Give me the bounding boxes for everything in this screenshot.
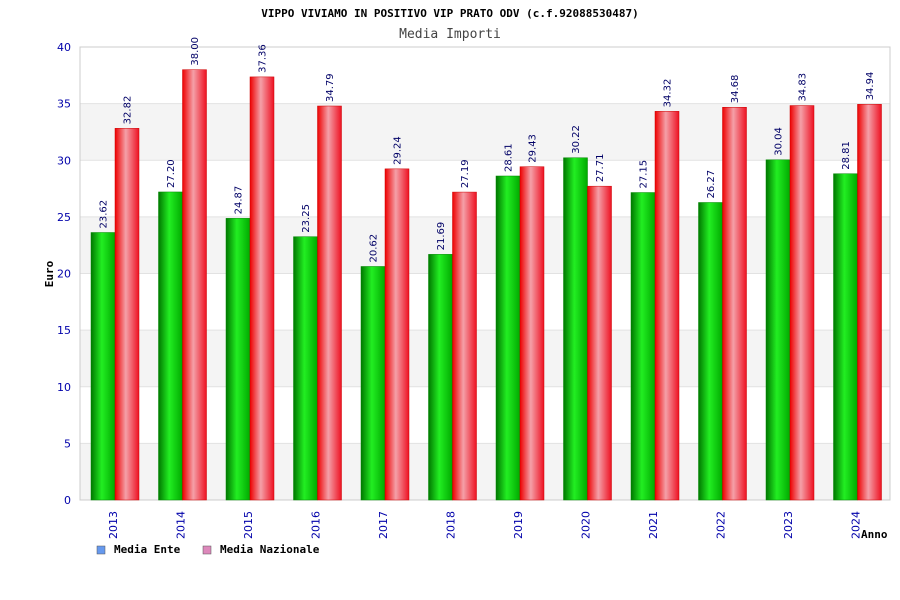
bar-media-nazionale xyxy=(452,191,477,501)
y-tick-label: 35 xyxy=(57,98,71,111)
chart-title: VIPPO VIVIAMO IN POSITIVO VIP PRATO ODV … xyxy=(261,7,639,20)
y-axis-label: Euro xyxy=(43,260,56,287)
bar-media-ente xyxy=(158,191,183,501)
grid-band xyxy=(80,330,890,387)
data-label: 24.87 xyxy=(234,186,245,215)
data-label: 32.82 xyxy=(123,96,134,125)
bar-media-nazionale xyxy=(182,69,207,501)
x-tick-label: 2016 xyxy=(309,511,322,539)
y-tick-label: 25 xyxy=(57,211,71,224)
x-tick-label: 2024 xyxy=(849,511,862,539)
x-tick-label: 2021 xyxy=(647,511,660,539)
grid-band xyxy=(80,386,890,444)
x-tick-label: 2013 xyxy=(107,511,120,539)
plot-area xyxy=(79,46,891,501)
bar-media-ente xyxy=(765,159,791,501)
y-axis: 0 5 10 15 20 25 30 35 40 xyxy=(57,41,71,507)
y-tick-label: 10 xyxy=(57,381,71,394)
x-axis-label: Anno xyxy=(861,528,888,541)
data-label: 34.79 xyxy=(325,73,336,102)
bars-group: 23.62 27.20 24.87 23.25 20.62 21.69 28.61 30.22… xyxy=(90,37,882,501)
x-axis: 2013 2014 2015 2016 2017 2018 2019 2020 2021 2022… xyxy=(107,511,863,539)
bar-media-ente xyxy=(428,254,453,501)
bar-media-ente xyxy=(495,175,521,501)
data-label: 28.81 xyxy=(841,141,852,170)
x-tick-label: 2023 xyxy=(782,511,795,539)
bar-media-nazionale xyxy=(857,104,882,501)
data-label: 38.00 xyxy=(190,37,201,66)
legend: Media Ente Media Nazionale xyxy=(96,543,320,556)
bar-media-nazionale xyxy=(384,168,410,501)
grid-band xyxy=(80,103,890,161)
legend-swatch-media-nazionale xyxy=(202,545,212,555)
data-label: 26.27 xyxy=(706,170,717,199)
data-label: 27.15 xyxy=(639,160,650,189)
bar-media-ente xyxy=(833,173,858,501)
y-tick-label: 20 xyxy=(57,268,71,281)
bar-media-nazionale xyxy=(722,106,747,501)
legend-label-media-ente: Media Ente xyxy=(114,543,181,556)
bar-media-nazionale xyxy=(317,105,342,501)
data-label: 34.94 xyxy=(865,72,876,101)
data-label: 27.19 xyxy=(460,159,471,188)
x-tick-label: 2019 xyxy=(512,511,525,539)
bar-media-ente xyxy=(90,232,116,501)
grid-band xyxy=(80,273,890,331)
data-label: 34.32 xyxy=(663,79,674,108)
bar-media-nazionale xyxy=(519,166,545,501)
x-tick-label: 2018 xyxy=(444,511,457,539)
data-label: 27.71 xyxy=(595,154,606,183)
bar-media-nazionale xyxy=(249,76,275,501)
chart-subtitle: Media Importi xyxy=(399,27,501,42)
data-label: 20.62 xyxy=(369,234,380,263)
legend-label-media-nazionale: Media Nazionale xyxy=(220,543,320,556)
data-label: 29.43 xyxy=(528,134,539,163)
data-label: 28.61 xyxy=(504,143,515,172)
data-label: 23.25 xyxy=(301,204,312,233)
x-tick-label: 2022 xyxy=(714,511,727,539)
bar-media-nazionale xyxy=(654,111,680,501)
data-label: 30.04 xyxy=(774,127,785,156)
y-tick-label: 0 xyxy=(64,494,71,507)
x-tick-label: 2017 xyxy=(377,511,390,539)
grid-band xyxy=(80,443,890,500)
bar-media-ente xyxy=(563,157,588,501)
grid-band xyxy=(80,47,890,104)
y-tick-label: 40 xyxy=(57,41,71,54)
grid-band xyxy=(80,216,890,274)
grid-band xyxy=(80,160,890,217)
bar-media-nazionale xyxy=(789,105,815,501)
data-label: 30.22 xyxy=(571,125,582,154)
legend-swatch-media-ente xyxy=(96,545,106,555)
bar-media-ente xyxy=(698,202,723,501)
bar-media-ente xyxy=(360,266,386,501)
y-tick-label: 15 xyxy=(57,324,71,337)
bar-media-ente xyxy=(293,236,318,501)
bar-media-ente xyxy=(630,192,656,501)
x-tick-label: 2015 xyxy=(242,511,255,539)
x-tick-label: 2020 xyxy=(579,511,592,539)
data-label: 23.62 xyxy=(99,200,110,229)
data-label: 34.68 xyxy=(730,75,741,104)
data-label: 34.83 xyxy=(798,73,809,102)
bar-media-nazionale xyxy=(587,185,612,501)
y-tick-label: 5 xyxy=(64,437,71,450)
x-tick-label: 2014 xyxy=(174,511,187,539)
data-label: 21.69 xyxy=(436,222,447,251)
data-label: 37.36 xyxy=(258,44,269,73)
data-label: 27.20 xyxy=(166,159,177,188)
plot-frame xyxy=(79,46,891,501)
bar-media-ente xyxy=(225,218,251,501)
bar-media-nazionale xyxy=(114,128,140,501)
data-label: 29.24 xyxy=(393,136,404,165)
y-tick-label: 30 xyxy=(57,154,71,167)
